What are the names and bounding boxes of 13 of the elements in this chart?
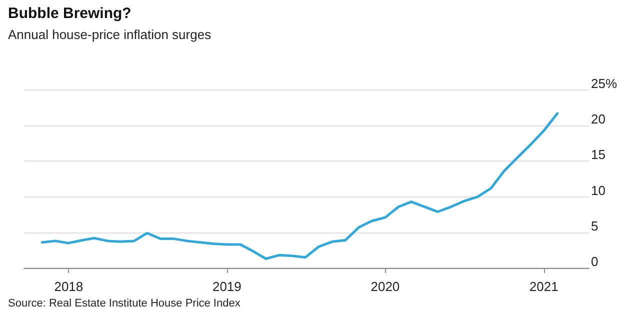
chart-subtitle: Annual house-price inflation surges [8,27,212,42]
x-tick-label: 2021 [529,279,558,294]
chart-title: Bubble Brewing? [8,5,132,22]
x-tick-label: 2019 [212,279,242,294]
y-tick-label: 25% [590,76,618,91]
y-tick-label: 10 [590,182,606,198]
y-tick-label: 15 [590,147,606,162]
y-tick-label: 0 [590,254,598,269]
y-tick-label: 5 [590,218,598,234]
y-tick-label: 20 [590,112,606,127]
source-note: Source: Real Estate Institute House Price Index [8,298,241,310]
x-tick-label: 2020 [370,279,400,294]
x-tick-label: 2018 [54,279,84,294]
